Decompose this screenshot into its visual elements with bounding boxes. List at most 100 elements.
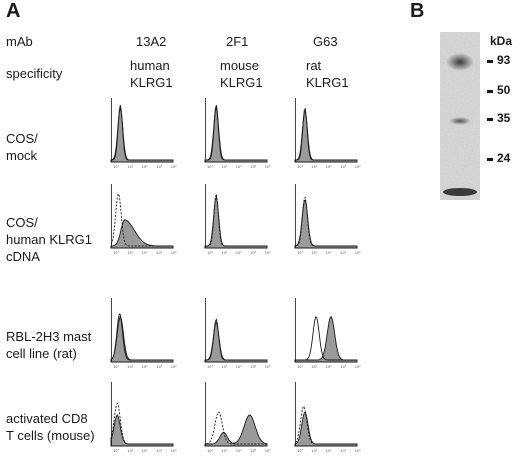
histogram-filled-curve — [294, 315, 358, 363]
mab-13a2: 13A2 — [136, 34, 167, 49]
histogram-plot: 10° 10¹ 10² 10³ 10⁴ — [110, 98, 177, 169]
histogram-tick-label: 10³ — [250, 449, 256, 453]
histogram-tick-label: 10³ — [340, 449, 346, 453]
histogram-plot: 10° 10¹ 10² 10³ 10⁴ — [204, 184, 271, 255]
histogram-panel: 10° 10¹ 10² 10³ 10⁴ — [110, 298, 177, 369]
histogram-tick-label: 10¹ — [221, 165, 227, 169]
histogram-filled-curve — [294, 411, 358, 447]
histogram-tick-label: 10¹ — [127, 251, 133, 255]
histogram-tick-label: 10⁴ — [355, 365, 361, 369]
histogram-axis — [111, 382, 173, 447]
histogram-tick-label: 10° — [207, 449, 213, 453]
histogram-axis — [205, 298, 267, 363]
histogram-plot: 10° 10¹ 10² 10³ 10⁴ — [204, 382, 271, 453]
histogram-plot: 10° 10¹ 10² 10³ 10⁴ — [204, 98, 271, 169]
band-93 — [446, 53, 474, 71]
histogram-tick-label: 10⁴ — [171, 165, 177, 169]
histogram-tick-label: 10° — [207, 165, 213, 169]
histogram-tick-label: 10¹ — [127, 165, 133, 169]
western-blot — [440, 32, 480, 200]
histogram-tick-label: 10⁴ — [355, 165, 361, 169]
histogram-panel: 10° 10¹ 10² 10³ 10⁴ — [204, 298, 271, 369]
histogram-tick-label: 10³ — [156, 251, 162, 255]
histogram-tick-label: 10³ — [250, 165, 256, 169]
histogram-tick-label: 10° — [297, 449, 303, 453]
spec-g63-line1: rat — [306, 58, 322, 73]
histogram-tick-label: 10³ — [250, 365, 256, 369]
band-front — [443, 188, 477, 196]
histogram-tick-label: 10¹ — [311, 165, 317, 169]
histogram-panel: 10° 10¹ 10² 10³ 10⁴ — [204, 98, 271, 169]
histogram-panel: 10° 10¹ 10² 10³ 10⁴ — [294, 382, 361, 453]
histogram-tick-label: 10⁴ — [265, 165, 271, 169]
histogram-tick-label: 10¹ — [311, 251, 317, 255]
spec-13a2: human KLRG1 — [130, 57, 173, 91]
marker-93: 93 — [497, 53, 511, 67]
histogram-open-curve — [110, 104, 173, 162]
histogram-axis — [111, 298, 173, 363]
histogram-panel: 10° 10¹ 10² 10³ 10⁴ — [110, 184, 177, 255]
row-label-line: cDNA — [6, 249, 40, 264]
mab-header: mAb — [6, 34, 33, 49]
histogram-tick-label: 10¹ — [127, 365, 133, 369]
row-label-line: T cells (mouse) — [6, 428, 95, 443]
histogram-open-curve — [204, 193, 267, 248]
histogram-tick-label: 10° — [207, 251, 213, 255]
histogram-filled-curve — [110, 315, 174, 363]
band-35 — [449, 117, 471, 125]
histogram-tick-label: 10² — [142, 449, 148, 453]
row-label-cd8: activated CD8 T cells (mouse) — [6, 410, 95, 444]
histogram-tick-label: 10° — [113, 365, 119, 369]
spec-g63-line2: KLRG1 — [306, 75, 349, 90]
histogram-panel: 10° 10¹ 10² 10³ 10⁴ — [294, 184, 361, 255]
histogram-filled-curve — [294, 110, 358, 163]
histogram-plot: 10° 10¹ 10² 10³ 10⁴ — [294, 298, 361, 369]
histogram-tick-label: 10¹ — [311, 449, 317, 453]
row-label-line: activated CD8 — [6, 411, 88, 426]
histogram-panel: 10° 10¹ 10² 10³ 10⁴ — [110, 98, 177, 169]
histogram-open-curve — [204, 104, 267, 162]
histogram-tick-label: 10⁴ — [355, 251, 361, 255]
marker-24: 24 — [497, 151, 511, 165]
row-label-line: COS/ — [6, 131, 38, 146]
histogram-tick-label: 10² — [326, 251, 332, 255]
histogram-tick-label: 10² — [236, 365, 242, 369]
histogram-plot: 10° 10¹ 10² 10³ 10⁴ — [294, 382, 361, 453]
histogram-tick-label: 10³ — [156, 165, 162, 169]
histogram-open-curve — [294, 107, 357, 162]
marker-tick — [487, 158, 493, 161]
histogram-open-curve — [294, 316, 357, 362]
spec-2f1-line2: KLRG1 — [220, 75, 263, 90]
histogram-panel: 10° 10¹ 10² 10³ 10⁴ — [294, 298, 361, 369]
histogram-open-curve — [294, 196, 357, 248]
mab-2f1: 2F1 — [226, 34, 249, 49]
histogram-plot: 10° 10¹ 10² 10³ 10⁴ — [294, 98, 361, 169]
histogram-tick-label: 10² — [236, 165, 242, 169]
spec-g63: rat KLRG1 — [306, 57, 349, 91]
histogram-axis — [295, 98, 357, 163]
histogram-tick-label: 10³ — [156, 365, 162, 369]
histogram-filled-curve — [204, 414, 268, 447]
row-label-line: mock — [6, 148, 38, 163]
histogram-plot: 10° 10¹ 10² 10³ 10⁴ — [110, 298, 177, 369]
histogram-tick-label: 10⁴ — [355, 449, 361, 453]
spec-2f1: mouse KLRG1 — [220, 57, 263, 91]
histogram-tick-label: 10³ — [156, 449, 162, 453]
row-label-line: cell line (rat) — [6, 346, 77, 361]
histogram-filled-curve — [110, 219, 174, 249]
histogram-tick-label: 10° — [297, 251, 303, 255]
histogram-open-curve — [294, 406, 357, 446]
row-label-rbl: RBL-2H3 mast cell line (rat) — [6, 328, 91, 362]
histogram-axis — [295, 298, 357, 363]
histogram-panel: 10° 10¹ 10² 10³ 10⁴ — [110, 382, 177, 453]
histogram-open-curve — [110, 192, 173, 248]
histogram-tick-label: 10¹ — [311, 365, 317, 369]
spec-13a2-line1: human — [130, 58, 170, 73]
histogram-tick-label: 10³ — [340, 365, 346, 369]
histogram-tick-label: 10° — [113, 165, 119, 169]
histogram-tick-label: 10² — [326, 449, 332, 453]
marker-tick — [487, 60, 493, 63]
histogram-open-curve — [204, 318, 267, 362]
histogram-tick-label: 10¹ — [221, 365, 227, 369]
histogram-tick-label: 10⁴ — [265, 251, 271, 255]
